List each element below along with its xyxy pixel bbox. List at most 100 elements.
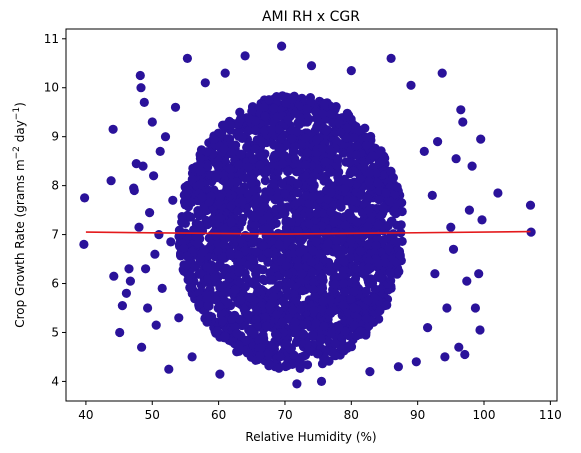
scatter-point: [261, 321, 271, 331]
scatter-point: [219, 121, 229, 131]
scatter-point: [227, 314, 237, 324]
scatter-point: [411, 357, 421, 367]
scatter-point: [181, 260, 191, 270]
y-tick-label: 8: [51, 179, 59, 193]
scatter-point: [283, 115, 293, 125]
scatter-point: [267, 275, 277, 285]
scatter-point: [187, 197, 197, 207]
scatter-point: [217, 129, 227, 139]
scatter-point: [241, 273, 251, 283]
scatter-point: [195, 153, 205, 163]
scatter-point: [364, 321, 374, 331]
scatter-point: [454, 342, 464, 352]
scatter-point: [346, 235, 356, 245]
x-tick-label: 80: [344, 408, 359, 422]
scatter-point: [300, 160, 310, 170]
scatter-point: [210, 272, 220, 282]
scatter-point: [475, 325, 485, 335]
scatter-point: [348, 195, 358, 206]
scatter-point: [477, 215, 487, 225]
scatter-point: [203, 219, 213, 229]
scatter-point: [318, 143, 328, 153]
scatter-point: [311, 113, 322, 123]
scatter-point: [138, 161, 148, 171]
x-axis-ticks: 40 50 60 70 80 90 100 110: [78, 401, 562, 422]
scatter-point: [364, 263, 374, 273]
scatter-point: [298, 351, 308, 361]
scatter-point: [277, 91, 288, 101]
scatter-point: [295, 304, 306, 314]
scatter-point: [326, 167, 336, 177]
scatter-point: [219, 144, 229, 154]
scatter-point: [363, 295, 373, 306]
scatter-point: [263, 211, 273, 222]
scatter-point: [215, 259, 225, 269]
scatter-point: [319, 174, 329, 184]
scatter-point: [375, 306, 385, 316]
scatter-point: [125, 276, 135, 286]
scatter-point: [361, 132, 371, 142]
scatter-point: [226, 148, 236, 158]
scatter-point: [166, 237, 176, 247]
scatter-point: [280, 151, 290, 161]
x-tick-label: 60: [211, 408, 226, 422]
scatter-point: [222, 287, 232, 297]
scatter-point: [234, 340, 244, 350]
scatter-point: [334, 322, 344, 332]
scatter-point: [474, 269, 484, 279]
scatter-point: [349, 320, 359, 330]
scatter-point: [346, 66, 356, 76]
scatter-point: [327, 181, 337, 191]
scatter-point: [294, 119, 304, 129]
scatter-point: [301, 191, 311, 201]
scatter-point: [320, 354, 330, 364]
scatter-point: [304, 199, 314, 209]
scatter-point: [281, 261, 291, 271]
scatter-point: [308, 246, 318, 256]
scatter-point: [376, 157, 386, 167]
scatter-point: [334, 176, 344, 186]
y-tick-label: 6: [51, 277, 59, 291]
scatter-point: [393, 362, 403, 372]
trend-line: [85, 230, 531, 235]
scatter-point: [379, 235, 389, 245]
scatter-point: [237, 196, 247, 206]
scatter-point: [440, 352, 450, 362]
scatter-point: [260, 126, 270, 136]
scatter-point: [223, 298, 233, 308]
scatter-point: [231, 177, 241, 187]
scatter-point: [263, 257, 273, 267]
scatter-point: [339, 256, 349, 266]
scatter-point: [302, 148, 312, 158]
scatter-point: [397, 206, 407, 217]
scatter-point: [341, 133, 351, 143]
scatter-point: [248, 186, 258, 196]
scatter-point: [336, 198, 346, 208]
scatter-point: [392, 237, 402, 247]
scatter-point: [493, 188, 503, 198]
scatter-point: [220, 331, 230, 341]
scatter-point: [352, 229, 363, 239]
y-tick-label: 5: [51, 325, 59, 339]
scatter-point: [124, 264, 134, 274]
scatter-point: [179, 243, 189, 253]
scatter-point: [397, 198, 407, 208]
scatter-point: [187, 352, 197, 362]
scatter-point: [255, 207, 265, 217]
scatter-point: [288, 305, 298, 315]
scatter-point: [277, 205, 287, 215]
y-axis-label: Crop Growth Rate (grams m−2 day−1): [12, 102, 27, 328]
scatter-point: [346, 294, 356, 304]
scatter-point: [345, 209, 355, 219]
scatter-point: [251, 314, 261, 324]
scatter-point: [312, 349, 322, 359]
scatter-point: [115, 327, 125, 338]
scatter-point: [243, 162, 254, 172]
scatter-point: [215, 369, 225, 379]
scatter-point: [270, 329, 281, 339]
scatter-point: [234, 250, 244, 260]
scatter-point: [251, 247, 261, 257]
scatter-point: [349, 286, 359, 297]
y-tick-label: 9: [51, 130, 59, 144]
scatter-point: [381, 188, 391, 198]
